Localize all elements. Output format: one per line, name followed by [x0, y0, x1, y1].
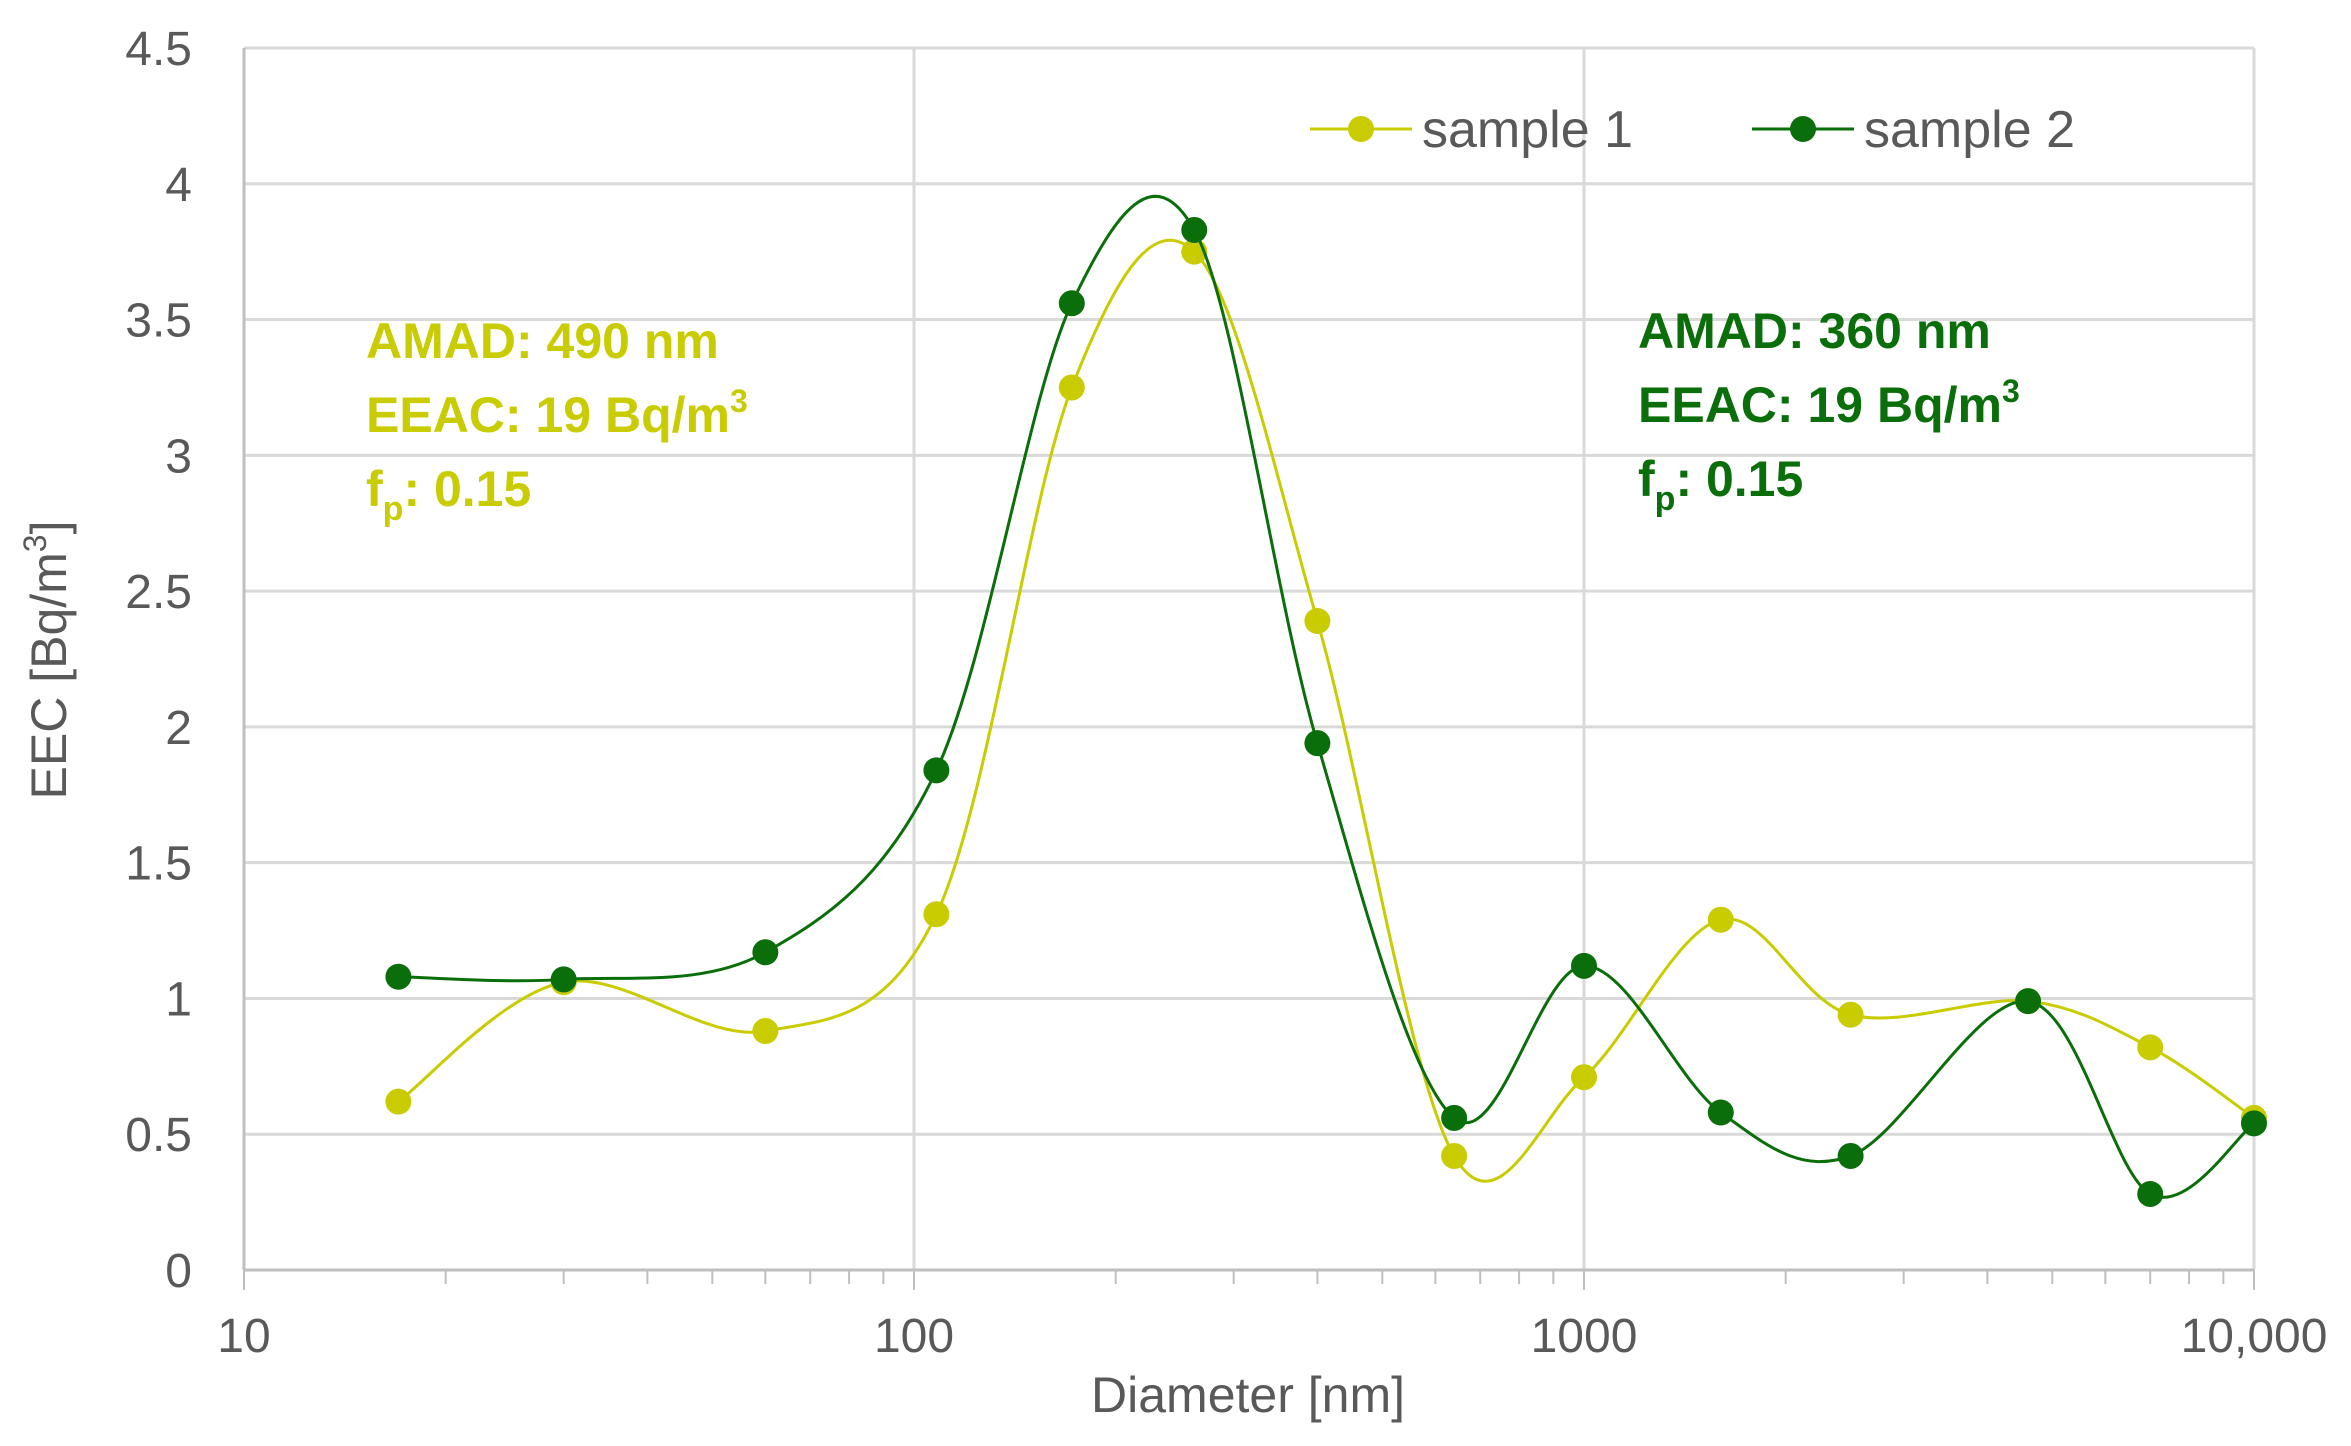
annotation-eeac-sup-sample-1: 3 — [730, 383, 748, 419]
y-axis-ticks: 0 0.5 1 1.5 2 2.5 3 3.5 4 4.5 — [125, 23, 192, 1298]
annotation-eeac-sup-sample-2: 3 — [2002, 373, 2020, 409]
y-tick-label: 0.5 — [125, 1109, 192, 1162]
data-point-sample-1 — [752, 1018, 779, 1045]
annotation-fp-sub-sample-1: p — [383, 490, 404, 528]
annotation-fp-sample-1: fp: 0.15 — [366, 461, 531, 528]
annotation-sample-2: AMAD: 360 nm EEAC: 19 Bq/m3 fp: 0.15 — [1638, 303, 2020, 518]
data-point-sample-2 — [1707, 1099, 1734, 1126]
grid — [242, 46, 2256, 1290]
data-point-sample-2 — [1058, 290, 1085, 317]
annotation-eeac-main-sample-1: EEAC: 19 Bq/m — [366, 387, 730, 443]
series-sample-2 — [385, 194, 2267, 1207]
data-point-sample-1 — [1707, 906, 1734, 933]
y-tick-label: 1.5 — [125, 838, 192, 891]
x-axis-ticks: 10 100 1000 10,000 — [217, 1310, 2327, 1363]
y-tick-label: 0 — [165, 1245, 192, 1298]
annotation-eeac-sample-1: EEAC: 19 Bq/m3 — [366, 383, 748, 443]
x-axis-title: Diameter [nm] — [1091, 1367, 1405, 1423]
legend: sample 1 sample 2 — [1310, 101, 2075, 159]
series-line-sample-2 — [398, 194, 2255, 1199]
y-axis-title-sup: 3 — [17, 534, 53, 552]
y-tick-label: 3.5 — [125, 295, 192, 348]
annotation-fp-value-sample-1: : 0.15 — [403, 461, 531, 517]
data-point-sample-2 — [2137, 1180, 2164, 1207]
data-point-sample-1 — [2137, 1034, 2164, 1061]
annotation-fp-main-sample-1: f — [366, 461, 383, 517]
data-point-sample-2 — [1181, 216, 1208, 243]
legend-marker-sample-2 — [1790, 116, 1816, 142]
data-point-sample-2 — [385, 963, 412, 990]
legend-item-sample-2: sample 2 — [1752, 101, 2075, 159]
annotation-eeac-main-sample-2: EEAC: 19 Bq/m — [1638, 377, 2002, 433]
data-point-sample-1 — [1441, 1142, 1468, 1169]
data-point-sample-2 — [1304, 730, 1331, 757]
legend-marker-sample-1 — [1348, 116, 1374, 142]
data-point-sample-2 — [1441, 1104, 1468, 1131]
y-axis-title: EEC [Bq/m3] — [17, 521, 77, 800]
y-tick-label: 1 — [165, 973, 192, 1026]
data-point-sample-2 — [752, 939, 779, 966]
annotation-fp-main-sample-2: f — [1638, 451, 1655, 507]
y-tick-label: 4.5 — [125, 23, 192, 76]
x-tick-label: 10 — [217, 1310, 270, 1363]
data-point-sample-2 — [1571, 952, 1597, 979]
data-point-sample-1 — [385, 1088, 412, 1115]
x-tick-label: 100 — [874, 1310, 954, 1363]
data-point-sample-2 — [2241, 1110, 2267, 1137]
data-point-sample-2 — [923, 757, 950, 784]
annotation-amad-sample-1: AMAD: 490 nm — [366, 313, 719, 369]
y-tick-label: 4 — [165, 159, 192, 212]
annotation-amad-sample-2: AMAD: 360 nm — [1638, 303, 1991, 359]
series-line-sample-1 — [397, 238, 2255, 1183]
y-tick-label: 3 — [165, 430, 192, 483]
legend-label-sample-2: sample 2 — [1864, 101, 2075, 159]
data-point-sample-2 — [550, 966, 577, 993]
annotation-fp-value-sample-2: : 0.15 — [1675, 451, 1803, 507]
data-point-sample-1 — [923, 901, 950, 928]
data-point-sample-2 — [1837, 1142, 1864, 1169]
y-tick-label: 2.5 — [125, 566, 192, 619]
y-axis-title-tail: ] — [21, 521, 77, 535]
annotation-fp-sub-sample-2: p — [1655, 480, 1676, 518]
annotation-fp-sample-2: fp: 0.15 — [1638, 451, 1803, 518]
y-axis-title-main: EEC [Bq/m — [21, 552, 77, 799]
legend-label-sample-1: sample 1 — [1422, 101, 1633, 159]
annotation-eeac-sample-2: EEAC: 19 Bq/m3 — [1638, 373, 2020, 433]
data-point-sample-1 — [1837, 1001, 1864, 1028]
series-layer — [385, 194, 2267, 1207]
data-point-sample-1 — [1058, 374, 1085, 401]
data-point-sample-1 — [1304, 607, 1331, 634]
annotation-sample-1: AMAD: 490 nm EEAC: 19 Bq/m3 fp: 0.15 — [366, 313, 748, 528]
data-point-sample-1 — [1571, 1064, 1597, 1091]
data-point-sample-2 — [2015, 988, 2042, 1015]
y-tick-label: 2 — [165, 702, 192, 755]
x-tick-label: 10,000 — [2181, 1310, 2328, 1363]
x-tick-label: 1000 — [1531, 1310, 1638, 1363]
legend-item-sample-1: sample 1 — [1310, 101, 1633, 159]
